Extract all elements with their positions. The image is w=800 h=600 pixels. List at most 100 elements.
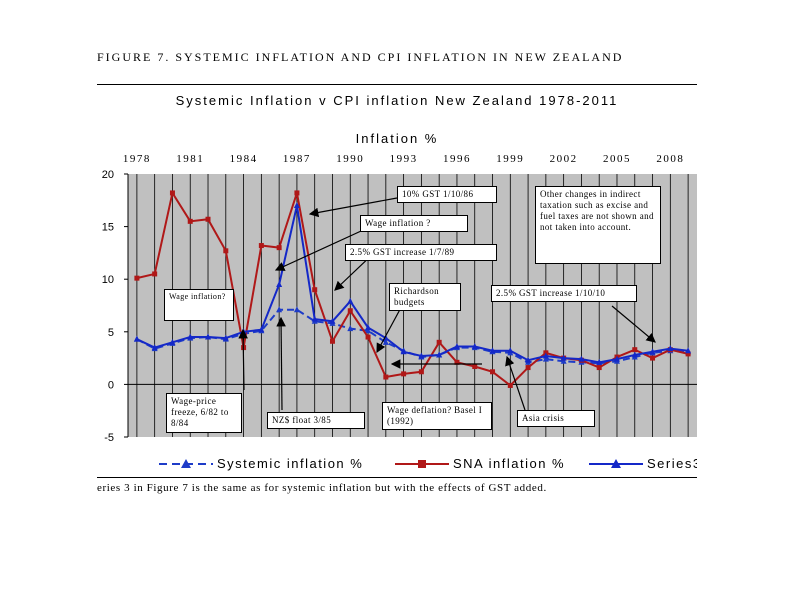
data-point	[187, 333, 194, 340]
data-point	[685, 351, 691, 357]
x-tick-label: 2005	[603, 153, 631, 165]
x-tick-label: 1981	[176, 153, 204, 165]
data-point	[650, 355, 656, 361]
data-point	[542, 352, 549, 359]
annotation-asia-crisis: Asia crisis	[517, 410, 595, 427]
data-point	[365, 324, 372, 331]
series-line-2	[136, 190, 689, 387]
data-point	[578, 355, 585, 362]
data-point	[312, 287, 318, 293]
y-tick-label: 15	[102, 222, 114, 234]
x-tick-label: 2008	[656, 153, 684, 165]
bottom-rule	[97, 477, 697, 478]
data-point	[276, 245, 282, 251]
annotation-wage-inflation-q: Wage inflation?	[164, 289, 234, 321]
annotation-gst-2010: 2.5% GST increase 1/10/10	[491, 285, 637, 302]
annotation-arrow	[276, 316, 286, 411]
data-point	[560, 357, 567, 364]
data-point	[400, 348, 407, 355]
data-point	[293, 306, 300, 313]
annotation-richardson: Richardson budgets	[389, 283, 461, 311]
data-point	[685, 347, 692, 354]
x-tick-label: 2002	[550, 153, 578, 165]
data-point	[471, 343, 478, 350]
data-point	[329, 317, 336, 324]
data-point	[152, 271, 158, 277]
y-tick-label: -5	[104, 432, 114, 444]
data-point	[383, 374, 389, 380]
annotation-nz-float: NZ$ float 3/85	[267, 412, 365, 429]
annotation-gst-1989: 2.5% GST increase 1/7/89	[345, 244, 497, 261]
annotation-wage-inflation: Wage inflation ?	[360, 215, 468, 232]
x-tick-label: 1990	[336, 153, 364, 165]
data-point	[525, 365, 531, 371]
data-point	[223, 248, 229, 254]
data-point	[311, 315, 318, 322]
data-point	[542, 355, 549, 362]
x-tick-label: 1996	[443, 153, 471, 165]
data-point	[169, 338, 176, 345]
annotation-arrow	[238, 328, 248, 391]
data-point	[649, 348, 656, 355]
data-point	[632, 347, 638, 353]
annotation-arrow	[308, 197, 398, 218]
data-point	[347, 308, 353, 314]
y-tick-label: 20	[102, 169, 114, 181]
data-point	[489, 347, 496, 354]
data-point	[631, 351, 638, 358]
annotation-wage-deflation: Wage deflation? Basel I (1992)	[382, 402, 492, 430]
data-point	[347, 297, 354, 304]
data-point	[401, 371, 407, 377]
data-point	[667, 345, 674, 352]
annotation-wage-price-freeze: Wage-price freeze, 6/82 to 8/84	[166, 393, 242, 433]
data-point	[258, 243, 264, 249]
chart-title: Systemic Inflation v CPI inflation New Z…	[175, 93, 619, 108]
data-point	[276, 280, 283, 287]
annotation-gst-1986: 10% GST 1/10/86	[397, 186, 497, 203]
data-point	[365, 327, 372, 334]
x-tick-label: 1984	[230, 153, 258, 165]
data-point	[169, 190, 175, 196]
data-point	[436, 351, 443, 358]
legend-label-sna: SNA inflation %	[453, 456, 566, 471]
data-point	[151, 344, 158, 351]
data-point	[258, 326, 265, 333]
y-tick-label: 0	[108, 379, 114, 391]
legend-swatch-series3	[589, 459, 643, 468]
x-tick-label: 1978	[123, 153, 151, 165]
data-point	[365, 334, 371, 340]
data-point	[222, 334, 229, 341]
x-tick-label: 1987	[283, 153, 311, 165]
data-point	[205, 216, 211, 222]
footnote: eries 3 in Figure 7 is the same as for s…	[97, 482, 547, 494]
figure-title: FIGURE 7. SYSTEMIC INFLATION AND CPI INF…	[97, 50, 624, 64]
data-point	[613, 355, 620, 362]
data-point	[134, 275, 140, 281]
data-point	[596, 365, 602, 371]
legend-label-systemic: Systemic inflation %	[217, 456, 364, 471]
data-point	[347, 325, 354, 332]
top-rule	[97, 84, 697, 85]
x-tick-label: 1993	[390, 153, 418, 165]
data-point	[418, 369, 424, 375]
axis-title: Inflation %	[355, 131, 439, 146]
data-point	[525, 356, 532, 363]
data-point	[507, 382, 513, 388]
data-point	[507, 347, 514, 354]
data-point	[436, 339, 442, 345]
series-line-3	[136, 205, 689, 364]
y-tick-label: 10	[102, 274, 114, 286]
data-point	[472, 364, 478, 370]
data-point	[276, 306, 283, 313]
data-point	[205, 333, 212, 340]
annotation-arrow	[274, 225, 373, 271]
legend-swatch-systemic	[159, 459, 213, 468]
chart-legend: Systemic inflation % SNA inflation % Ser…	[97, 456, 697, 474]
data-point	[596, 358, 603, 365]
data-point	[133, 335, 140, 342]
annotation-other-changes: Other changes in indirect taxation such …	[535, 186, 661, 264]
data-point	[418, 352, 425, 359]
annotation-arrow	[611, 305, 656, 343]
data-point	[293, 202, 300, 209]
data-point	[329, 338, 335, 344]
